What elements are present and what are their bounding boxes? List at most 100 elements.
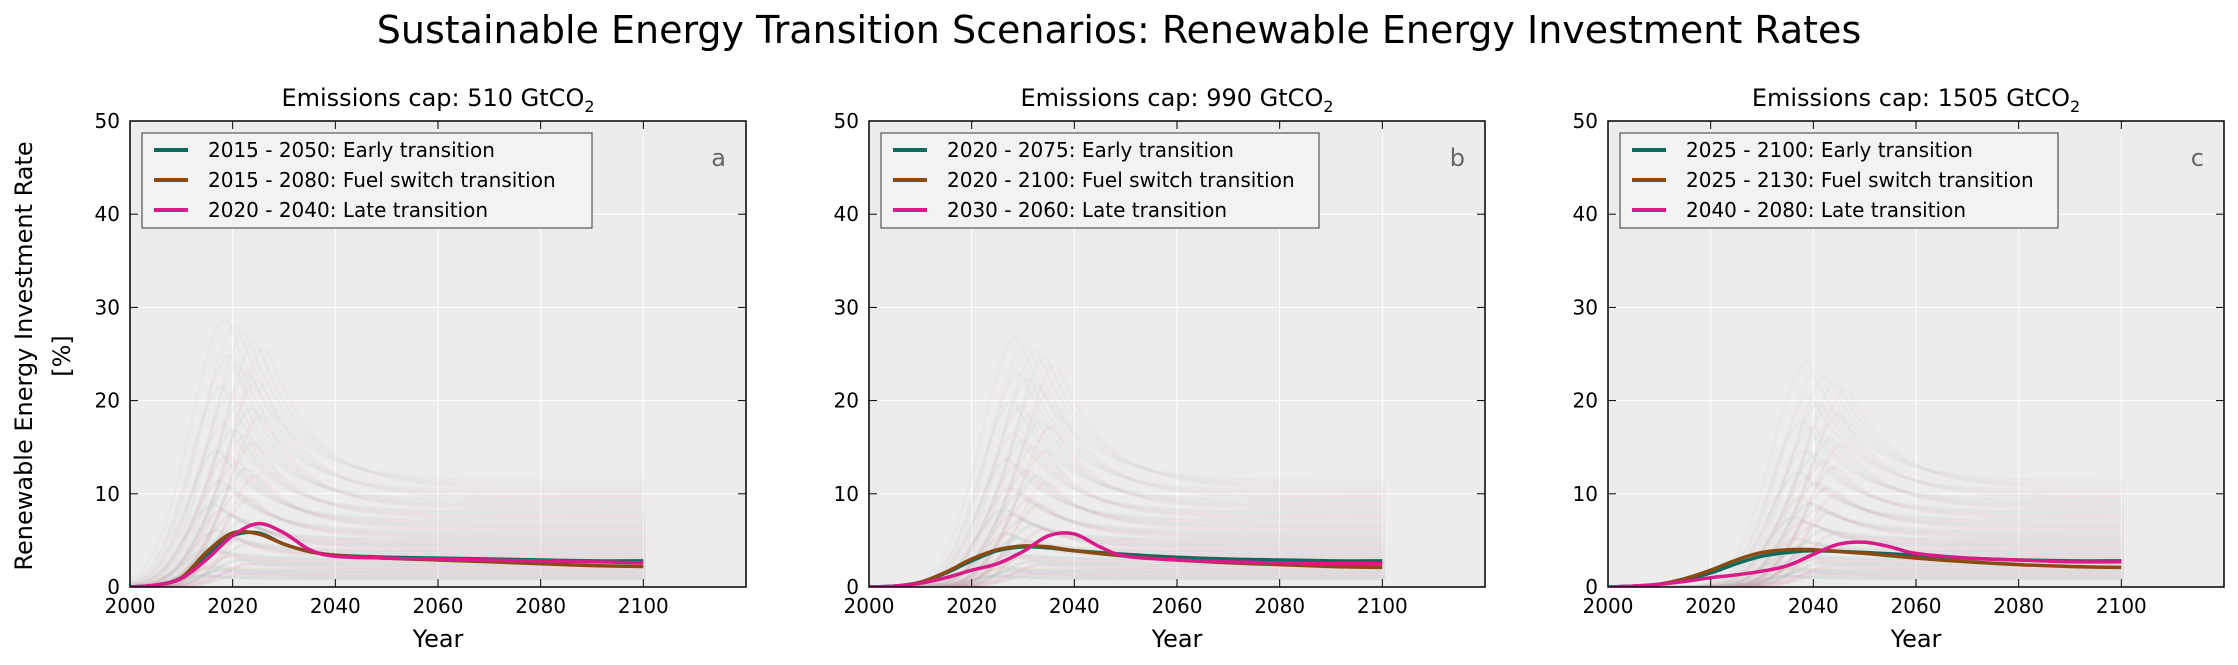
x-tick-label: 2040 [1049, 594, 1100, 618]
x-tick-label: 2080 [1254, 594, 1305, 618]
y-tick-label: 20 [95, 389, 120, 413]
ensemble-line [130, 354, 646, 585]
ensemble-line [1608, 361, 2124, 587]
x-tick-label: 2100 [2096, 594, 2147, 618]
ensemble-line [130, 428, 646, 587]
ensemble-line [1608, 524, 2124, 587]
y-tick-label: 20 [834, 389, 859, 413]
ensemble-line [869, 445, 1385, 587]
ensemble-line [130, 529, 646, 587]
ensemble-line [869, 497, 1385, 587]
ensemble-line [869, 532, 1385, 587]
panels: 2000 2020 2040 2060 2080 210001020304050Emiss… [95, 84, 2225, 653]
ensemble-line [130, 434, 646, 587]
series-lines [869, 531, 1383, 587]
panel-a: 2000 2020 2040 2060 2080 2100 0 10 20 30 40 50 Emiss… [95, 84, 747, 653]
ensemble-line [1608, 487, 2124, 587]
series-line-late [1608, 540, 2122, 587]
ensemble-line [130, 421, 646, 587]
ensemble-line [130, 401, 646, 587]
figure-title: Sustainable Energy Transition Scenarios:… [377, 8, 1862, 52]
ensemble-line [869, 536, 1385, 587]
legend-box [141, 132, 593, 229]
ensemble-line [130, 362, 646, 587]
ensemble-line [1608, 506, 2124, 587]
ensemble-line [1608, 528, 2124, 587]
ensemble-line [130, 491, 646, 587]
ensemble-line [1608, 574, 2124, 587]
ensemble-line [869, 566, 1385, 587]
legend: 2025 - 2100: Early transition 2025 - 2130… [1619, 132, 2059, 229]
x-tick-label: 2040 [1788, 594, 1839, 618]
panel-title: Emissions cap: 990 GtCO2 [1020, 84, 1333, 116]
series-lines [1608, 540, 2122, 587]
ensemble-line [130, 574, 646, 587]
y-tick-label: 50 [1573, 109, 1598, 133]
legend-label: 2020 - 2075: Early transition [947, 138, 1234, 162]
ensemble-line [869, 491, 1385, 587]
x-tick-label: 2000 [105, 594, 156, 618]
panel-b: 2000 2020 2040 2060 2080 2100 0 10 20 30 40 50 Emiss… [834, 84, 1486, 653]
x-tick-label: 2000 [1583, 594, 1634, 618]
legend: 2015 - 2050: Early transition 2015 - 2080… [141, 132, 593, 229]
ensemble-line [130, 340, 646, 587]
ensemble-line [869, 425, 1385, 587]
y-tick-label: 40 [1573, 202, 1598, 226]
ensemble-line [1608, 564, 2124, 587]
legend-label: 2020 - 2100: Fuel switch transition [947, 168, 1295, 192]
ensemble-line [130, 573, 646, 587]
ensemble-line [1608, 571, 2124, 587]
ensemble-line [1608, 510, 2124, 587]
ensemble-line [130, 534, 646, 587]
y-tick-label: 50 [834, 109, 859, 133]
ensemble-line [130, 378, 646, 587]
ensemble-line [869, 456, 1385, 587]
ensemble-line [130, 317, 646, 581]
ticks: 2000 2020 2040 2060 2080 2100 0 10 20 30 40 50 [834, 109, 1485, 618]
ensemble-line [1608, 443, 2124, 587]
ensemble-line [869, 355, 1385, 587]
legend-label: 2040 - 2080: Late transition [1686, 198, 1966, 222]
x-tick-label: 2020 [946, 594, 997, 618]
series-lines [130, 521, 644, 587]
ensemble-line [869, 574, 1385, 587]
ensemble-line [130, 413, 646, 587]
y-tick-label: 40 [834, 202, 859, 226]
legend-box [1619, 132, 2059, 229]
ensemble-line [869, 399, 1385, 587]
ticks: 2000 2020 2040 2060 2080 2100 0 10 20 30 40 50 [95, 109, 746, 618]
ensemble-line [130, 523, 646, 587]
x-axis-label: Year [1890, 625, 1942, 653]
ensemble-line [1608, 558, 2124, 587]
ensemble-line [1608, 466, 2125, 587]
x-tick-label: 2100 [618, 594, 669, 618]
legend-label: 2030 - 2060: Late transition [947, 198, 1227, 222]
ensemble-line [130, 514, 646, 587]
ensemble-line [130, 508, 646, 587]
ensemble-line [130, 384, 646, 584]
ensemble-line [130, 562, 646, 587]
x-tick-label: 2060 [1152, 594, 1203, 618]
panel-c: 2000 2020 2040 2060 2080 2100 0 10 20 30 40 50 Emiss… [1573, 84, 2225, 653]
panel-title-main: Emissions cap: 1505 GtCO [1752, 84, 2070, 112]
ensemble-line [869, 568, 1385, 587]
panel-title-main: Emissions cap: 510 GtCO [281, 84, 584, 112]
ensemble-line [869, 502, 1385, 587]
x-tick-label: 2040 [310, 594, 361, 618]
legend-label: 2015 - 2050: Early transition [208, 138, 495, 162]
y-tick-label: 0 [846, 575, 859, 599]
panel-letter: b [1450, 144, 1465, 172]
ensemble-line [1608, 540, 2124, 587]
y-tick-label: 30 [95, 295, 120, 319]
y-tick-label: 10 [1573, 482, 1598, 506]
ensemble-line [869, 463, 1385, 587]
ensemble-line [1608, 419, 2124, 587]
ensemble-line [130, 571, 646, 587]
ensemble-line [1608, 569, 2124, 587]
ensemble-line [1608, 491, 2124, 587]
y-tick-label: 40 [95, 202, 120, 226]
y-tick-label: 30 [834, 295, 859, 319]
ensemble-line [869, 474, 1385, 587]
panel-title-subscript: 2 [584, 97, 594, 116]
series-line-late [869, 531, 1383, 587]
